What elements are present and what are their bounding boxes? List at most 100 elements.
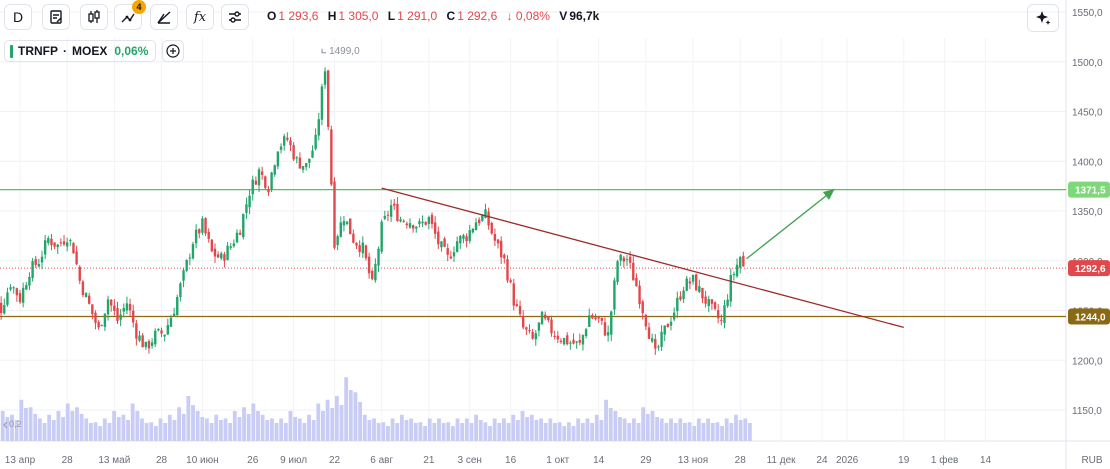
candle-body bbox=[0, 302, 3, 314]
candle-body bbox=[575, 341, 578, 343]
candle-body bbox=[698, 286, 701, 292]
volume-bar bbox=[534, 420, 539, 441]
volume-bar bbox=[604, 399, 608, 441]
volume-bar bbox=[580, 423, 585, 441]
time-tick-label: 24 bbox=[816, 455, 828, 466]
volume-bar bbox=[140, 418, 144, 441]
volume-bar bbox=[571, 426, 576, 441]
candle-body bbox=[654, 339, 657, 349]
add-symbol-button[interactable] bbox=[162, 40, 185, 62]
candle-body bbox=[468, 230, 471, 242]
candle-type-icon bbox=[88, 10, 100, 23]
last-price-tag-text: 1292,6 bbox=[1075, 264, 1106, 275]
time-tick-label: 16 bbox=[505, 455, 517, 466]
symbol-change: 0,06% bbox=[114, 44, 149, 58]
candle-body bbox=[308, 158, 311, 163]
candle-body bbox=[50, 238, 53, 246]
symbol-separator: · bbox=[63, 44, 67, 58]
volume-bar bbox=[678, 418, 683, 441]
volume-bar bbox=[47, 414, 52, 441]
formula-button[interactable]: fx bbox=[186, 4, 214, 30]
candle-body bbox=[9, 287, 12, 290]
candle-body bbox=[411, 225, 415, 229]
indicators-button[interactable]: 4 bbox=[114, 0, 146, 30]
volume-bar bbox=[274, 423, 279, 441]
volume-bar bbox=[692, 426, 697, 441]
time-tick-label: 21 bbox=[423, 455, 435, 466]
candle-body bbox=[591, 315, 594, 319]
candle-body bbox=[314, 134, 317, 149]
volume-bar bbox=[367, 420, 372, 441]
candle-body bbox=[742, 255, 745, 267]
candle-body bbox=[386, 214, 390, 216]
candle-body bbox=[182, 270, 185, 281]
candle-body bbox=[191, 243, 195, 259]
candle-body bbox=[531, 331, 534, 339]
volume-bar bbox=[372, 418, 376, 441]
candle-body bbox=[229, 246, 232, 248]
volume-bar bbox=[683, 423, 687, 441]
volume-bar bbox=[93, 422, 98, 441]
candle-body bbox=[477, 219, 481, 224]
price-tick-label: 1350,0 bbox=[1072, 207, 1103, 218]
candle-body bbox=[547, 316, 550, 321]
candle-body bbox=[210, 239, 214, 252]
volume-bar bbox=[79, 414, 84, 441]
volume-bar bbox=[321, 411, 325, 441]
candle-body bbox=[361, 242, 365, 254]
candle-body bbox=[594, 317, 597, 320]
volume-bar bbox=[506, 423, 511, 441]
last-price-tag-bg bbox=[1068, 260, 1110, 277]
candle-body bbox=[616, 261, 619, 283]
candle-body bbox=[53, 242, 56, 247]
candle-body bbox=[251, 179, 254, 195]
price-tick-label: 1500,0 bbox=[1072, 58, 1103, 69]
symbol-chip[interactable]: TRNFP · MOEX 0,06% bbox=[4, 40, 157, 62]
max-marker bbox=[321, 48, 327, 54]
candle-body bbox=[254, 180, 258, 185]
volume-bar bbox=[483, 422, 488, 441]
volume-bar bbox=[260, 414, 265, 441]
candle-body bbox=[427, 217, 431, 224]
volume-bar bbox=[441, 423, 446, 441]
candle-body bbox=[330, 129, 333, 185]
candle-body bbox=[597, 316, 600, 319]
volume-bar bbox=[576, 418, 581, 441]
candle-body bbox=[31, 261, 34, 279]
candle-series bbox=[0, 67, 745, 355]
candle-body bbox=[720, 319, 723, 321]
volume-bar bbox=[446, 422, 451, 441]
candle-body bbox=[525, 327, 528, 330]
drawing-button[interactable] bbox=[150, 4, 178, 30]
candle-body bbox=[138, 335, 141, 341]
time-tick-label: 9 июл bbox=[280, 455, 307, 466]
candle-body bbox=[380, 221, 383, 252]
interval-button[interactable]: D bbox=[4, 4, 32, 30]
time-tick-label: 3 сен bbox=[458, 455, 482, 466]
volume-bar bbox=[228, 423, 233, 441]
candle-type-button[interactable] bbox=[80, 4, 108, 30]
candle-body bbox=[128, 304, 132, 311]
candle-body bbox=[345, 221, 349, 225]
candle-body bbox=[550, 319, 553, 334]
volume-bar bbox=[311, 420, 316, 441]
volume-bar bbox=[126, 420, 130, 441]
candle-body bbox=[600, 317, 604, 321]
volume-bar bbox=[664, 423, 669, 441]
chart-settings-button[interactable] bbox=[221, 4, 249, 30]
volume-bar bbox=[724, 418, 729, 441]
volume-bar bbox=[636, 423, 641, 441]
currency-label: RUB bbox=[1081, 455, 1102, 466]
time-tick-label: 11 дек bbox=[767, 455, 797, 466]
candle-body bbox=[732, 274, 736, 276]
candle-body bbox=[232, 243, 236, 247]
note-button[interactable] bbox=[42, 4, 70, 30]
forecast-arrow-line bbox=[746, 188, 835, 260]
ai-assistant-button[interactable] bbox=[1027, 4, 1059, 32]
candle-body bbox=[176, 297, 179, 316]
volume-bar bbox=[56, 411, 61, 441]
candle-body bbox=[716, 310, 720, 319]
candle-body bbox=[405, 223, 409, 226]
volume-bar bbox=[358, 402, 363, 441]
